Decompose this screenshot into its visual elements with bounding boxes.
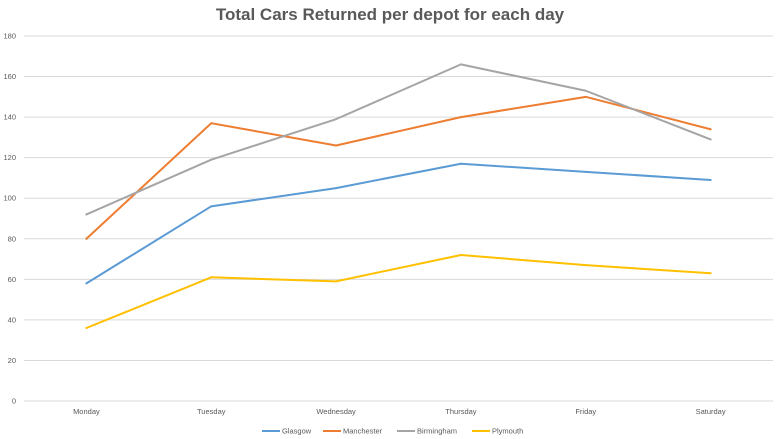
data-point-glasgow	[709, 178, 712, 181]
data-point-manchester	[459, 116, 462, 119]
legend-label: Manchester	[343, 427, 383, 436]
data-point-plymouth	[709, 272, 712, 275]
x-tick-label: Saturday	[696, 407, 726, 416]
legend-item-birmingham[interactable]: Birmingham	[397, 427, 457, 436]
x-tick-label: Wednesday	[316, 407, 356, 416]
legend-item-manchester[interactable]: Manchester	[323, 427, 383, 436]
legend-item-plymouth[interactable]: Plymouth	[472, 427, 523, 436]
data-point-birmingham	[335, 118, 338, 121]
x-tick-label: Monday	[73, 407, 100, 416]
data-point-manchester	[85, 237, 88, 240]
data-point-plymouth	[210, 276, 213, 279]
series-line-birmingham	[85, 63, 712, 216]
data-point-plymouth	[85, 327, 88, 329]
x-tick-label: Friday	[575, 407, 596, 416]
data-point-glasgow	[335, 187, 338, 190]
chart-title: Total Cars Returned per depot for each d…	[216, 5, 565, 24]
data-point-manchester	[210, 122, 213, 125]
data-point-birmingham	[459, 63, 462, 66]
data-point-plymouth	[459, 254, 462, 256]
series-line-plymouth	[85, 254, 712, 329]
y-tick-label: 40	[8, 315, 16, 324]
series-line-manchester	[85, 95, 712, 240]
legend-item-glasgow[interactable]: Glasgow	[262, 427, 312, 436]
legend-label: Birmingham	[417, 427, 457, 436]
y-tick-label: 180	[3, 32, 16, 41]
data-point-manchester	[709, 128, 712, 131]
legend-label: Plymouth	[492, 427, 523, 436]
legend: Glasgow Manchester Birmingham Plymouth	[262, 427, 523, 436]
y-tick-label: 140	[3, 113, 16, 122]
gridlines	[24, 35, 773, 402]
series-line-glasgow	[85, 162, 712, 285]
data-point-glasgow	[210, 205, 213, 208]
y-tick-label: 160	[3, 72, 16, 81]
series-lines	[85, 63, 712, 329]
legend-label: Glasgow	[282, 427, 312, 436]
y-tick-label: 80	[8, 234, 16, 243]
x-axis-ticks: Monday Tuesday Wednesday Thursday Friday Satu…	[73, 407, 726, 416]
data-point-glasgow	[459, 162, 462, 165]
data-point-plymouth	[584, 264, 587, 267]
data-point-plymouth	[335, 280, 338, 283]
x-tick-label: Thursday	[445, 407, 477, 416]
data-point-birmingham	[85, 213, 88, 216]
data-point-manchester	[335, 144, 338, 147]
y-tick-label: 20	[8, 356, 16, 365]
data-point-birmingham	[584, 89, 587, 92]
x-tick-label: Tuesday	[197, 407, 226, 416]
y-tick-label: 60	[8, 275, 16, 284]
data-point-glasgow	[584, 170, 587, 173]
y-axis-ticks: 0 20 40 60 80 100 120 140 160 180	[3, 32, 16, 406]
data-point-birmingham	[709, 138, 712, 141]
data-point-birmingham	[210, 158, 213, 161]
y-tick-label: 0	[12, 397, 16, 406]
y-tick-label: 100	[3, 194, 16, 203]
data-point-manchester	[584, 95, 587, 98]
data-point-glasgow	[85, 282, 88, 285]
y-tick-label: 120	[3, 153, 16, 162]
